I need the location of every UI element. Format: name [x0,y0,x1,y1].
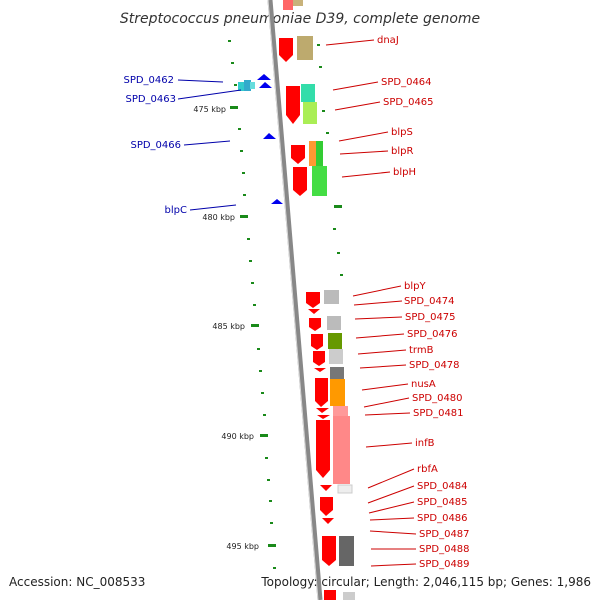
gene-label-infB: infB [415,438,435,449]
accession-text: Accession: NC_008533 [9,575,145,589]
gene-label-SPD_0474: SPD_0474 [404,296,455,307]
right-label-connectors [325,39,417,567]
gene-label-SPD_0464: SPD_0464 [381,77,432,88]
left-labels: SPD_0462 SPD_0463 SPD_0466 blpC [123,75,187,216]
gene-label-SPD_0475: SPD_0475 [405,312,456,323]
gene-label-blpH: blpH [393,167,416,178]
gene-label-SPD_0481: SPD_0481 [413,408,464,419]
tick-label: 480 kbp [202,213,235,222]
feature-blocks [293,0,355,600]
tick-label: 490 kbp [221,432,254,441]
gene-label-blpS: blpS [391,127,413,138]
gene-label-SPD_0466: SPD_0466 [130,140,181,151]
genome-backbone [267,0,323,600]
reverse-genes [238,74,283,204]
gene-label-SPD_0486: SPD_0486 [417,513,468,524]
gene-label-blpR: blpR [391,146,413,157]
gene-label-blpY: blpY [404,281,426,292]
gene-label-SPD_0463: SPD_0463 [125,94,176,105]
gene-label-SPD_0478: SPD_0478 [409,360,460,371]
gene-label-SPD_0489: SPD_0489 [419,559,470,570]
gene-label-SPD_0476: SPD_0476 [407,329,458,340]
gene-label-SPD_0480: SPD_0480 [412,393,463,404]
ruler-dots [228,40,343,569]
gene-label-SPD_0488: SPD_0488 [419,544,470,555]
gene-label-dnaJ: dnaJ [377,35,399,46]
ruler-tick-labels: 475 kbp 480 kbp 485 kbp 490 kbp 495 kbp [193,105,259,551]
left-label-connectors [177,79,242,211]
gene-label-nusA: nusA [411,379,436,390]
gene-label-rbfA: rbfA [417,464,438,475]
gene-label-trmB: trmB [409,345,434,356]
tick-label: 485 kbp [212,322,245,331]
gene-label-SPD_0485: SPD_0485 [417,497,468,508]
gene-label-blpC: blpC [165,205,187,216]
gene-label-SPD_0465: SPD_0465 [383,97,434,108]
forward-genes [279,0,336,600]
gene-label-SPD_0462: SPD_0462 [123,75,174,86]
right-labels: dnaJ SPD_0464 SPD_0465 blpS blpR blpH bl… [377,35,470,570]
tick-label: 495 kbp [226,542,259,551]
ruler-major-ticks [230,106,342,547]
map-title: Streptococcus pneumoniae D39, complete g… [120,11,480,27]
topology-text: Topology: circular; Length: 2,046,115 bp… [260,575,591,589]
gene-label-SPD_0484: SPD_0484 [417,481,468,492]
gene-label-SPD_0487: SPD_0487 [419,529,470,540]
tick-label: 475 kbp [193,105,226,114]
